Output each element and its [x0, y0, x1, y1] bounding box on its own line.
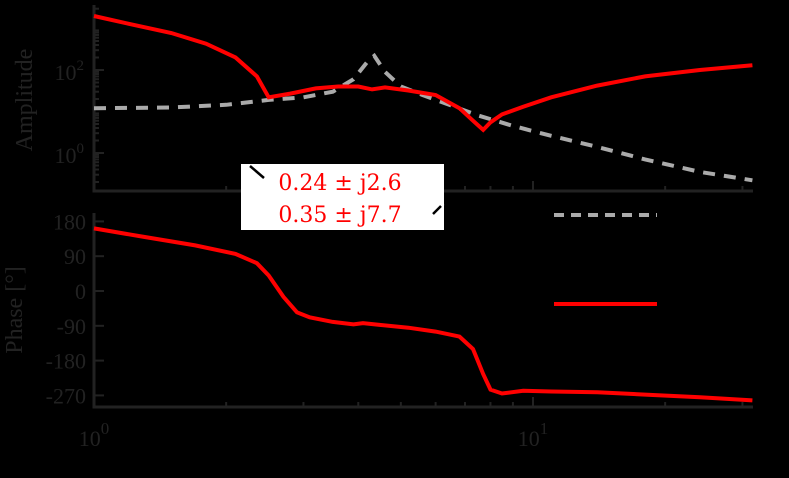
phase-axes: 180 90 0 -90 -180 -270 Phase [°] 100 101: [2, 209, 753, 451]
phase-ytick-label: -270: [46, 383, 86, 408]
phase-y-ticks: 180 90 0 -90 -180 -270: [46, 209, 104, 408]
phase-ytick-label: 0: [75, 279, 86, 304]
amplitude-ytick-label-1: 100: [55, 141, 85, 168]
annotation-box: [241, 164, 444, 230]
phase-measured-curve: [93, 226, 753, 403]
annotation-leader-tip-2: [432, 205, 442, 215]
phase-ytick-label: 90: [64, 244, 86, 269]
phase-ytick-label: 180: [53, 209, 86, 234]
amplitude-model-curve: [93, 52, 753, 183]
amplitude-ytick-label-100: 102: [55, 58, 85, 85]
pole-annotation: 0.24 ± j2.6 0.35 ± j7.7: [241, 164, 445, 230]
phase-ytick-label: -180: [46, 349, 86, 374]
annotation-pole-1: 0.24 ± j2.6: [278, 171, 401, 196]
phase-ytick-label: -90: [57, 314, 86, 339]
phase-axis-frame: [92, 213, 753, 409]
legend: [554, 213, 657, 306]
phase-axis-title: Phase [°]: [2, 266, 28, 354]
xtick-label-10: 101: [518, 419, 549, 451]
annotation-pole-2: 0.35 ± j7.7: [278, 203, 401, 228]
amplitude-measured-curve: [93, 14, 753, 133]
amplitude-axes: 102 100 Amplitude: [12, 5, 753, 193]
annotation-leader-tip-1: [249, 165, 265, 179]
amplitude-axis-title: Amplitude: [12, 49, 38, 152]
xtick-label-1: 100: [79, 419, 110, 451]
amplitude-axis-frame: [92, 5, 753, 193]
